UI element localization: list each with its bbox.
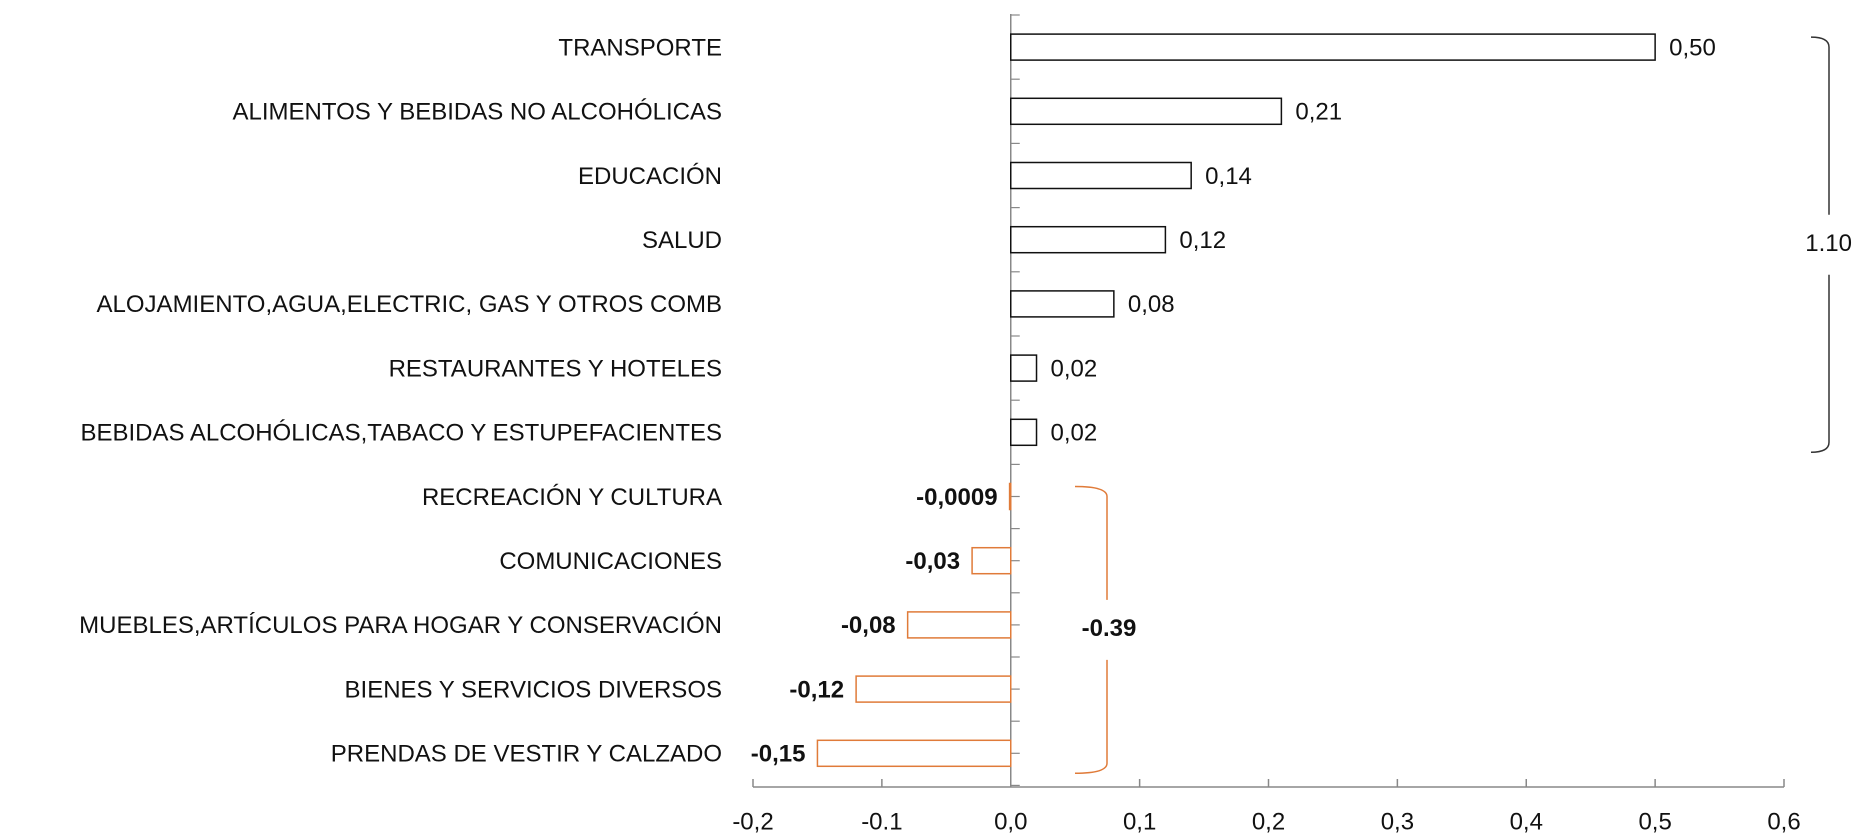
value-label: 0,02 — [1051, 355, 1098, 382]
annotation: 1.10 — [1805, 230, 1852, 257]
bracket — [1074, 485, 1108, 775]
value-label: -0,03 — [905, 548, 960, 575]
x-tick-label: 0,3 — [1381, 808, 1414, 835]
category-label: PRENDAS DE VESTIR Y CALZADO — [331, 741, 722, 768]
value-label: 0,12 — [1179, 227, 1226, 254]
value-label: 0,21 — [1295, 99, 1342, 126]
category-label: TRANSPORTE — [558, 34, 722, 61]
x-tick-label: 0,6 — [1767, 808, 1800, 835]
x-tick-label: 0,4 — [1510, 808, 1543, 835]
x-tick-label: 0,5 — [1638, 808, 1671, 835]
bar — [906, 611, 1012, 639]
value-label: 0,02 — [1051, 420, 1098, 447]
value-label: -0,12 — [789, 676, 844, 703]
bar — [1010, 290, 1115, 318]
bar — [1008, 482, 1012, 511]
bar — [971, 546, 1012, 575]
value-label: 0,50 — [1669, 34, 1716, 61]
category-label: ALOJAMIENTO,AGUA,ELECTRIC, GAS Y OTROS C… — [97, 291, 722, 318]
x-tick-label: 0,2 — [1252, 808, 1285, 835]
category-label: RESTAURANTES Y HOTELES — [389, 355, 722, 382]
bar — [816, 739, 1012, 768]
category-label: EDUCACIÓN — [578, 163, 722, 190]
category-label: COMUNICACIONES — [499, 548, 722, 575]
bar — [855, 675, 1012, 703]
bar — [1010, 354, 1038, 382]
category-label: MUEBLES,ARTÍCULOS PARA HOGAR Y CONSERVAC… — [79, 612, 722, 639]
bar — [1010, 33, 1656, 61]
bar — [1010, 97, 1283, 126]
value-label: -0,15 — [751, 741, 806, 768]
category-label: BEBIDAS ALCOHÓLICAS,TABACO Y ESTUPEFACIE… — [80, 420, 722, 447]
value-label: 0,08 — [1128, 291, 1175, 318]
bar — [1010, 418, 1038, 447]
x-tick-label: -0,2 — [732, 808, 773, 835]
category-label: BIENES Y SERVICIOS DIVERSOS — [345, 676, 722, 703]
category-label: RECREACIÓN Y CULTURA — [422, 484, 722, 511]
value-label: -0,08 — [841, 612, 896, 639]
x-tick-label: 0,0 — [994, 808, 1027, 835]
value-label: -0,0009 — [916, 484, 997, 511]
bar — [1010, 161, 1192, 190]
bracket — [1810, 36, 1830, 454]
value-label: 0,14 — [1205, 163, 1252, 190]
category-label: SALUD — [642, 227, 722, 254]
annotation: -0.39 — [1082, 615, 1137, 642]
category-label: ALIMENTOS Y BEBIDAS NO ALCOHÓLICAS — [232, 99, 722, 126]
x-tick-label: 0,1 — [1123, 808, 1156, 835]
bar — [1010, 225, 1167, 254]
x-tick-label: -0.1 — [861, 808, 902, 835]
